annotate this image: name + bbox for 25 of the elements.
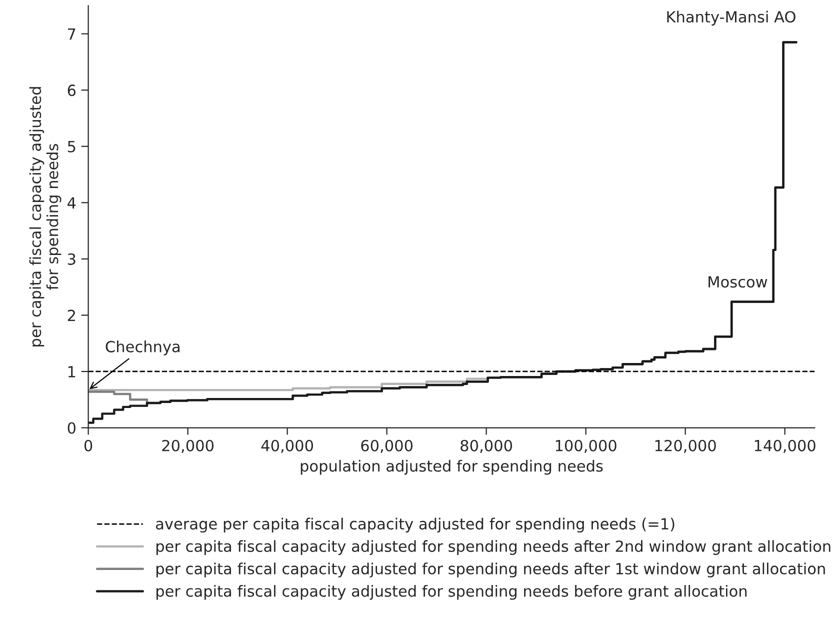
y-tick-label: 2 [68,310,75,322]
legend-label: per capita fiscal capacity adjusted for spending needs after 1st window grant allocation [156,562,825,578]
y-tick-label: 4 [68,197,76,208]
annotation: Chechnya [106,340,180,356]
x-tick-label: 0 [84,440,92,452]
x-tick-label: 60,000 [361,440,413,453]
y-tick-label: 5 [68,141,76,152]
x-tick-label: 140,000 [754,440,816,453]
legend-label: per capita fiscal capacity adjusted for spending needs after 2nd window grant allocation [156,540,830,555]
y-tick-label: 7 [68,28,76,40]
y-tick-label: 3 [68,253,76,265]
y-tick-label: 6 [68,84,76,96]
annotation: Moscow [708,276,768,288]
y-axis-title: per capita fiscal capacity adjusted for spending needs [29,87,62,346]
x-tick-label: 20,000 [162,440,214,453]
annotation: Khanty-Mansi AO [667,10,796,26]
x-tick-label: 120,000 [655,440,716,453]
x-tick-label: 100,000 [556,440,616,453]
y-tick-label: 0 [68,422,76,434]
legend-label: per capita fiscal capacity adjusted for spending needs before grant allocation [156,585,747,600]
x-tick-label: 80,000 [460,440,512,453]
y-tick-label: 1 [68,366,76,378]
x-tick-label: 40,000 [261,440,314,453]
legend-label: average per capita fiscal capacity adjusted for spending needs (=1) [156,518,674,533]
x-axis-title: population adjusted for spending needs [300,460,603,475]
